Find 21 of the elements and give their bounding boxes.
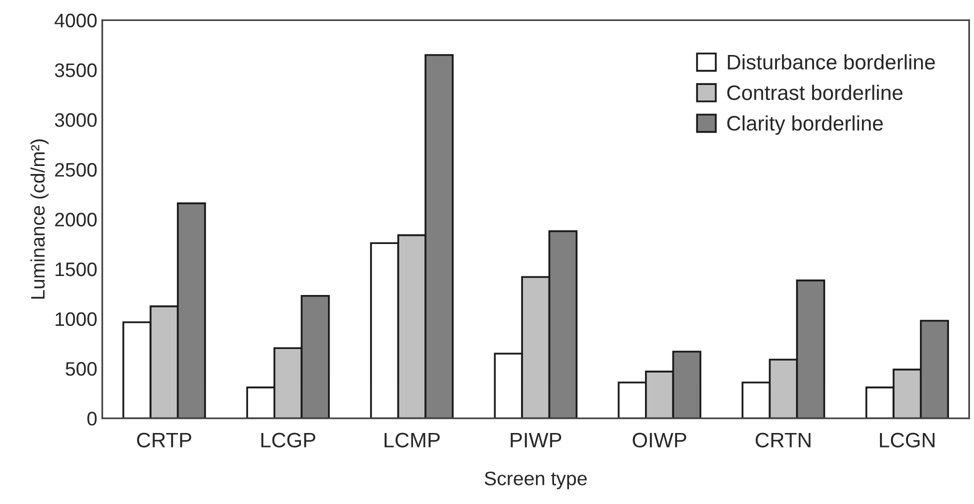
x-tick-label: PIWP bbox=[510, 432, 562, 448]
y-tick-label: 3000 bbox=[54, 113, 97, 127]
y-tick-label: 2000 bbox=[55, 212, 97, 226]
x-tick-label: CRTP bbox=[137, 432, 192, 448]
y-axis-title: Luminance (cd/m²) bbox=[30, 139, 49, 299]
x-tick-label: CRTN bbox=[756, 432, 810, 448]
x-tick-label: LCGP bbox=[261, 432, 316, 448]
y-tick-label: 500 bbox=[66, 362, 97, 376]
y-tick-label: 1000 bbox=[56, 312, 97, 326]
y-tick-label: 3500 bbox=[54, 63, 97, 78]
y-tick-label: 1500 bbox=[56, 262, 97, 276]
legend-label: Disturbance borderline bbox=[728, 54, 935, 70]
y-tick-label: 0 bbox=[87, 412, 97, 426]
y-tick-label: 4000 bbox=[54, 14, 97, 28]
legend-label: Clarity borderline bbox=[727, 115, 883, 135]
x-tick-label: LCGN bbox=[880, 432, 934, 448]
x-axis-title: Screen type bbox=[484, 472, 587, 490]
x-tick-label: OIWP bbox=[632, 432, 686, 448]
y-tick-label: 2500 bbox=[55, 162, 97, 177]
x-tick-label: LCMP bbox=[384, 432, 440, 448]
legend-label: Contrast borderline bbox=[727, 84, 902, 100]
